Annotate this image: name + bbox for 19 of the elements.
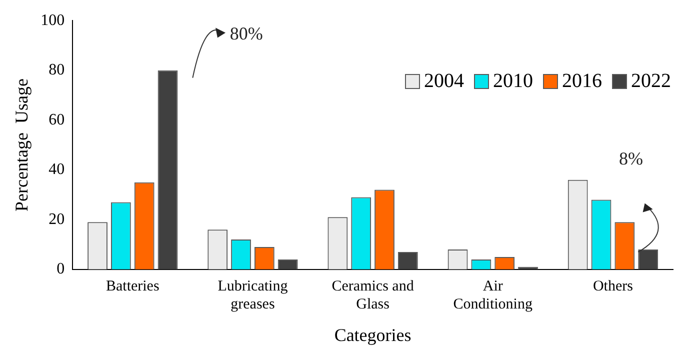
y-tick-label: 40	[48, 161, 65, 178]
y-tick-label: 20	[48, 210, 65, 228]
legend-label: 2016	[562, 70, 602, 93]
x-tick-label: Air Conditioning	[453, 278, 533, 312]
x-tick-label: Batteries	[106, 278, 160, 294]
x-tick-label: Ceramics and Glass	[332, 278, 414, 312]
y-tick-label: 60	[48, 111, 65, 128]
y-tick-label: 100	[40, 12, 65, 29]
x-axis-title: Categories	[334, 324, 412, 345]
x-tick-label: Lubricating greases	[218, 278, 288, 312]
legend-label: 2022	[631, 70, 671, 93]
y-tick-label: 0	[56, 260, 65, 278]
legend-label: 2010	[493, 70, 533, 93]
y-tick-label: 80	[48, 62, 65, 79]
annotation: 8%	[618, 148, 643, 169]
x-tick-label: Others	[592, 278, 634, 294]
y-axis-title: Percentage Usage	[12, 78, 32, 212]
legend-label: 2004	[424, 70, 464, 93]
annotation: 80%	[230, 23, 263, 44]
